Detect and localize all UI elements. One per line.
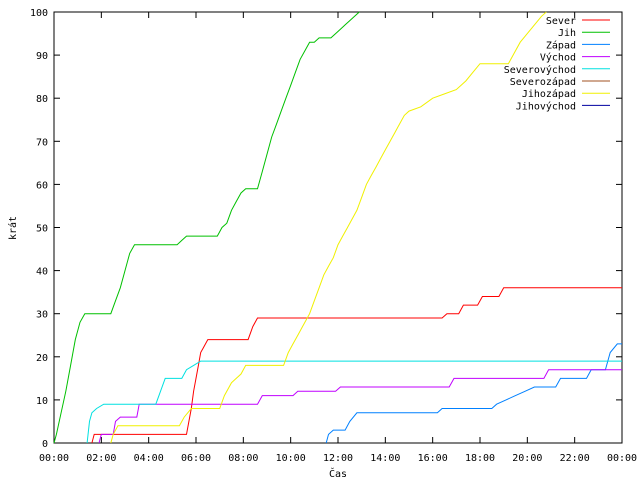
y-tick-label: 80	[36, 94, 48, 105]
x-tick-label: 22:00	[560, 453, 590, 464]
y-tick-label: 20	[36, 353, 48, 364]
legend: SeverJihZápadVýchodSeverovýchodSeverozáp…	[504, 16, 610, 112]
legend-label: Jih	[558, 28, 576, 39]
series-line-2	[53, 11, 360, 444]
x-tick-label: 08:00	[228, 453, 258, 464]
series-lines	[53, 11, 622, 444]
x-tick-label: 00:00	[39, 453, 69, 464]
x-tick-label: 02:00	[86, 453, 116, 464]
x-tick-label: 18:00	[465, 453, 495, 464]
y-tick-label: 10	[36, 396, 48, 407]
y-tick-label: 40	[36, 267, 48, 278]
y-tick-label: 90	[36, 51, 48, 62]
y-tick-label: 100	[30, 8, 48, 19]
legend-label: Jihozápad	[522, 88, 576, 100]
y-tick-label: 50	[36, 224, 48, 235]
plot-area: 0 10 20 30 40 50 60 70 80 90 100 00:00 02:00 04:00 06:…	[30, 8, 637, 464]
y-tick-label: 30	[36, 310, 48, 321]
x-tick-label: 06:00	[181, 453, 211, 464]
legend-label: Severozápad	[510, 76, 576, 88]
series-line-7	[110, 11, 547, 444]
legend-label: Východ	[540, 52, 576, 64]
series-line-4	[98, 369, 622, 444]
axis-ticks: 0 10 20 30 40 50 60 70 80 90 100 00:00 02:00 04:00 06:…	[30, 8, 637, 464]
x-axis-title: Čas	[329, 467, 347, 480]
y-tick-label: 70	[36, 137, 48, 148]
series-line-5	[86, 360, 622, 444]
series-line-3	[325, 343, 622, 444]
legend-label: Sever	[546, 16, 576, 27]
legend-label: Západ	[546, 39, 576, 51]
x-tick-label: 00:00	[607, 453, 637, 464]
y-axis-title: krát	[7, 216, 19, 240]
x-tick-label: 16:00	[418, 453, 448, 464]
y-tick-label: 0	[42, 439, 48, 450]
x-tick-label: 04:00	[134, 453, 164, 464]
series-line-1	[91, 287, 622, 444]
x-tick-label: 12:00	[323, 453, 353, 464]
x-tick-label: 14:00	[370, 453, 400, 464]
legend-label: Severovýchod	[504, 64, 576, 76]
y-tick-label: 60	[36, 180, 48, 191]
legend-label: Jihovýchod	[516, 100, 576, 112]
x-tick-label: 10:00	[276, 453, 306, 464]
x-tick-label: 20:00	[512, 453, 542, 464]
